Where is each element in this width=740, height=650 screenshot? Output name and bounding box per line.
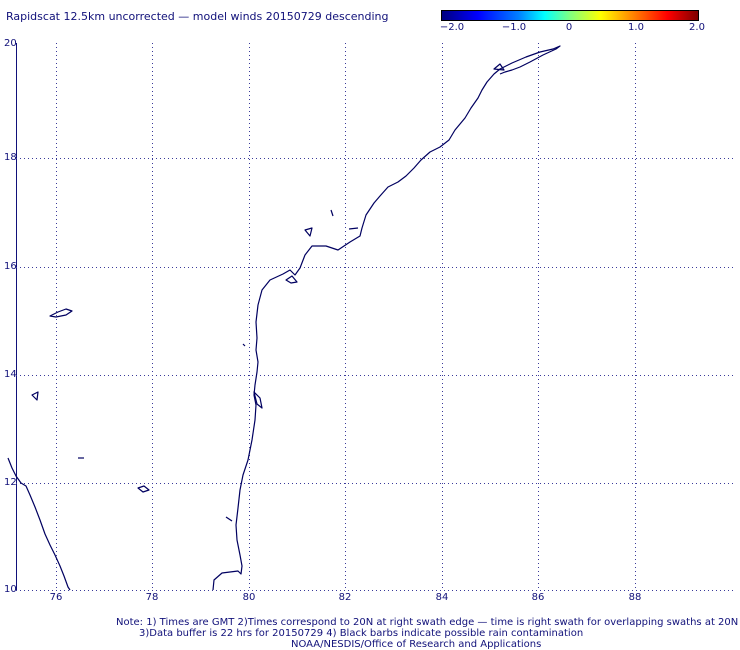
lon-label: 78 (145, 592, 159, 603)
island-9 (242, 343, 246, 347)
island-5 (304, 227, 313, 237)
island-2 (31, 391, 39, 401)
lat-label: 18 (4, 152, 17, 163)
lat-label: 16 (4, 261, 17, 272)
lon-label: 76 (49, 592, 63, 603)
note-line-2: 3)Data buffer is 22 hrs for 20150729 4) … (139, 628, 584, 639)
colorbar-tick-label: −2.0 (439, 22, 465, 33)
map-grid (16, 43, 735, 591)
island-7 (348, 227, 359, 230)
lon-label: 88 (628, 592, 642, 603)
island-1 (49, 308, 73, 318)
island-10 (493, 63, 505, 71)
lon-label: 86 (531, 592, 545, 603)
island-6 (330, 209, 334, 217)
island-3 (137, 485, 150, 493)
map-title: Rapidscat 12.5km uncorrected — model win… (6, 10, 389, 23)
colorbar-tick-label: 0 (565, 22, 573, 33)
lat-label: 14 (4, 369, 17, 380)
island-8 (225, 516, 233, 522)
coastline-delta (285, 275, 298, 284)
colorbar-tick-label: −1.0 (501, 22, 527, 33)
coastline-east-india (212, 45, 561, 591)
lat-label: 12 (4, 477, 17, 488)
colorbar-tick-label: 1.0 (628, 22, 644, 33)
colorbar-tick-label: 2.0 (689, 22, 705, 33)
lon-label: 84 (435, 592, 449, 603)
lon-label: 82 (338, 592, 352, 603)
coastline-west-india (7, 457, 71, 591)
note-line-3: NOAA/NESDIS/Office of Research and Appli… (291, 639, 542, 650)
coastline-bay-lake (253, 391, 263, 409)
lat-label: 20 (4, 38, 17, 49)
lat-label: 10 (4, 584, 17, 595)
note-line-1: Note: 1) Times are GMT 2)Times correspon… (116, 617, 739, 628)
coastline (7, 45, 561, 591)
lon-label: 80 (242, 592, 256, 603)
wind-colorbar (441, 10, 699, 21)
